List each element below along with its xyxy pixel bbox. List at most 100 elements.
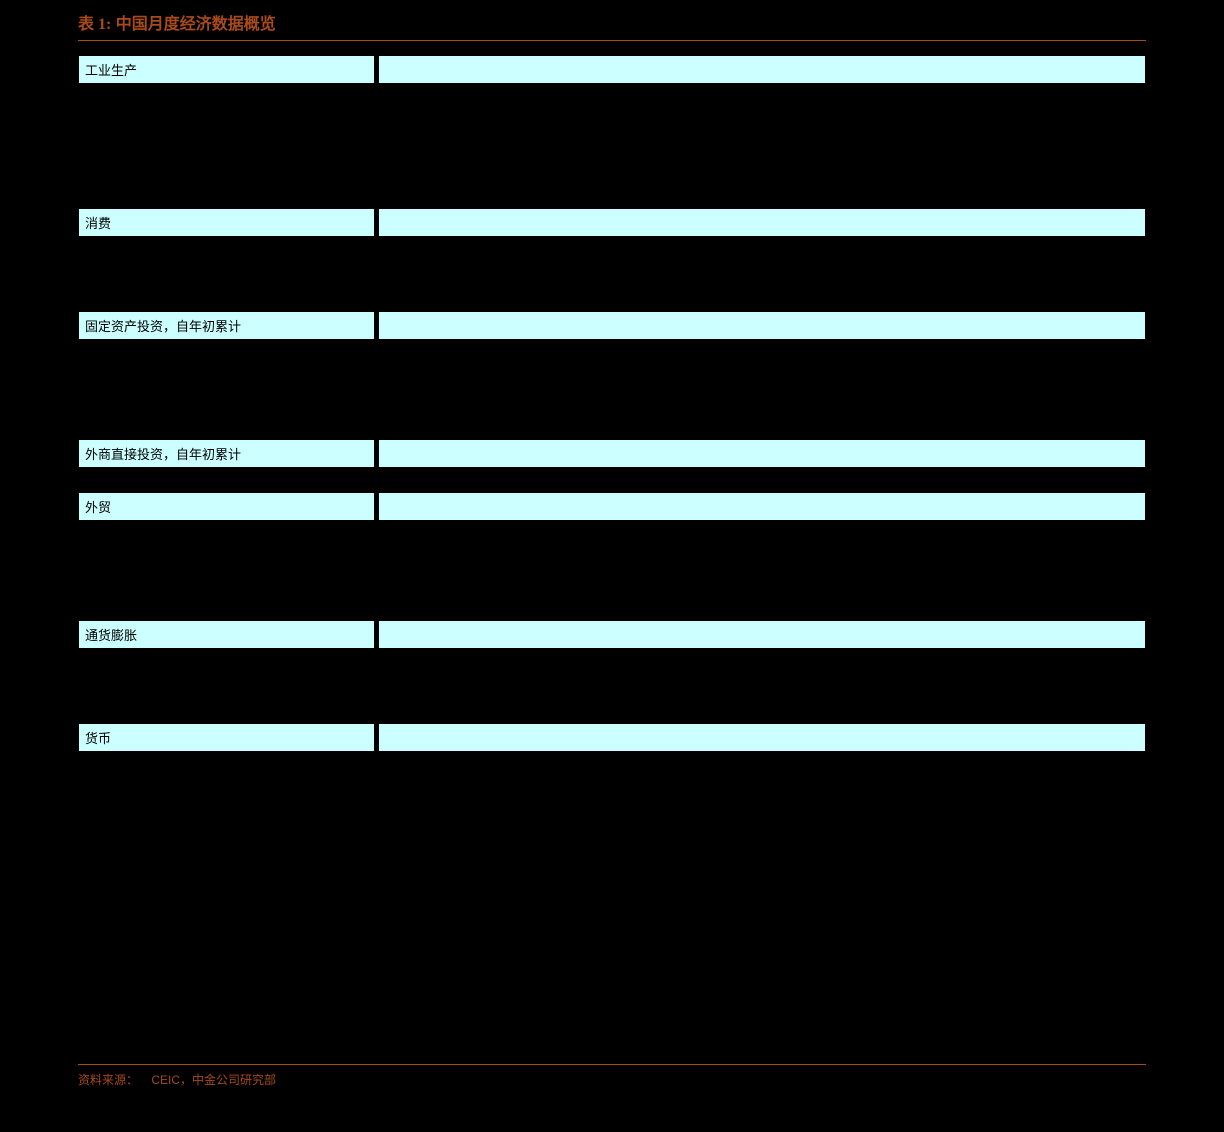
section-row: 外贸 bbox=[79, 493, 1146, 521]
data-cell bbox=[79, 184, 375, 209]
data-cell bbox=[379, 827, 1146, 852]
data-row bbox=[79, 184, 1146, 209]
data-cell bbox=[379, 1027, 1146, 1052]
data-cell bbox=[79, 415, 375, 440]
table-title: 表 1: 中国月度经济数据概览 bbox=[78, 10, 1146, 41]
data-cell bbox=[79, 596, 375, 621]
data-cell bbox=[379, 109, 1146, 134]
data-cell bbox=[379, 1002, 1146, 1027]
data-row bbox=[79, 952, 1146, 977]
data-cell bbox=[79, 390, 375, 415]
data-cell bbox=[79, 752, 375, 777]
data-cell bbox=[79, 365, 375, 390]
data-cell bbox=[79, 571, 375, 596]
data-cell bbox=[79, 468, 375, 493]
data-row bbox=[79, 287, 1146, 312]
data-cell bbox=[379, 927, 1146, 952]
data-row bbox=[79, 699, 1146, 724]
data-row bbox=[79, 877, 1146, 902]
source-label: 资料来源： bbox=[78, 1073, 138, 1087]
section-label: 外贸 bbox=[79, 493, 375, 521]
data-cell bbox=[79, 674, 375, 699]
data-cell bbox=[379, 340, 1146, 365]
data-cell bbox=[79, 802, 375, 827]
data-cell bbox=[79, 1027, 375, 1052]
data-cell bbox=[79, 262, 375, 287]
data-cell bbox=[379, 649, 1146, 674]
data-cell bbox=[379, 699, 1146, 724]
data-row bbox=[79, 827, 1146, 852]
data-cell bbox=[379, 365, 1146, 390]
data-cell bbox=[379, 674, 1146, 699]
data-row bbox=[79, 649, 1146, 674]
data-cell bbox=[79, 649, 375, 674]
data-cell bbox=[379, 287, 1146, 312]
data-row bbox=[79, 802, 1146, 827]
data-cell bbox=[379, 852, 1146, 877]
data-cell bbox=[79, 237, 375, 262]
data-cell bbox=[79, 777, 375, 802]
data-cell bbox=[79, 927, 375, 952]
data-row bbox=[79, 852, 1146, 877]
data-cell bbox=[79, 827, 375, 852]
data-row bbox=[79, 546, 1146, 571]
data-cell bbox=[379, 777, 1146, 802]
data-row bbox=[79, 777, 1146, 802]
data-row bbox=[79, 902, 1146, 927]
data-cell bbox=[79, 109, 375, 134]
data-cell bbox=[79, 287, 375, 312]
section-right-cell bbox=[379, 209, 1146, 237]
data-cell bbox=[79, 546, 375, 571]
data-row bbox=[79, 159, 1146, 184]
data-cell bbox=[379, 415, 1146, 440]
data-row bbox=[79, 84, 1146, 109]
data-row bbox=[79, 521, 1146, 546]
section-row: 消费 bbox=[79, 209, 1146, 237]
section-right-cell bbox=[379, 56, 1146, 84]
section-row: 通货膨胀 bbox=[79, 621, 1146, 649]
data-cell bbox=[79, 1002, 375, 1027]
section-right-cell bbox=[379, 621, 1146, 649]
data-row bbox=[79, 1027, 1146, 1052]
economic-data-table: 工业生产 消费 固定资产投资，自年初累计 外商直接投资，自年初累计 外贸 通货膨… bbox=[78, 55, 1146, 1052]
data-cell bbox=[379, 977, 1146, 1002]
data-row bbox=[79, 596, 1146, 621]
data-cell bbox=[379, 84, 1146, 109]
data-row bbox=[79, 415, 1146, 440]
section-right-cell bbox=[379, 440, 1146, 468]
data-cell bbox=[79, 521, 375, 546]
data-row bbox=[79, 390, 1146, 415]
data-cell bbox=[379, 390, 1146, 415]
data-cell bbox=[379, 159, 1146, 184]
section-right-cell bbox=[379, 493, 1146, 521]
source-footer: 资料来源： CEIC，中金公司研究部 bbox=[78, 1064, 1146, 1088]
data-cell bbox=[379, 184, 1146, 209]
section-row: 工业生产 bbox=[79, 56, 1146, 84]
data-row bbox=[79, 134, 1146, 159]
data-row bbox=[79, 927, 1146, 952]
title-text: 中国月度经济数据概览 bbox=[116, 16, 276, 33]
section-label: 固定资产投资，自年初累计 bbox=[79, 312, 375, 340]
data-cell bbox=[379, 877, 1146, 902]
data-row bbox=[79, 1002, 1146, 1027]
data-cell bbox=[379, 521, 1146, 546]
title-prefix: 表 1: bbox=[78, 16, 111, 33]
section-label: 通货膨胀 bbox=[79, 621, 375, 649]
data-row bbox=[79, 977, 1146, 1002]
data-cell bbox=[79, 159, 375, 184]
section-label: 工业生产 bbox=[79, 56, 375, 84]
data-row bbox=[79, 262, 1146, 287]
data-cell bbox=[379, 237, 1146, 262]
data-cell bbox=[79, 877, 375, 902]
section-right-cell bbox=[379, 312, 1146, 340]
data-cell bbox=[379, 134, 1146, 159]
data-cell bbox=[379, 952, 1146, 977]
section-label: 消费 bbox=[79, 209, 375, 237]
data-cell bbox=[379, 596, 1146, 621]
section-row: 外商直接投资，自年初累计 bbox=[79, 440, 1146, 468]
data-cell bbox=[379, 546, 1146, 571]
data-cell bbox=[79, 952, 375, 977]
data-cell bbox=[79, 84, 375, 109]
data-row bbox=[79, 365, 1146, 390]
data-cell bbox=[79, 977, 375, 1002]
